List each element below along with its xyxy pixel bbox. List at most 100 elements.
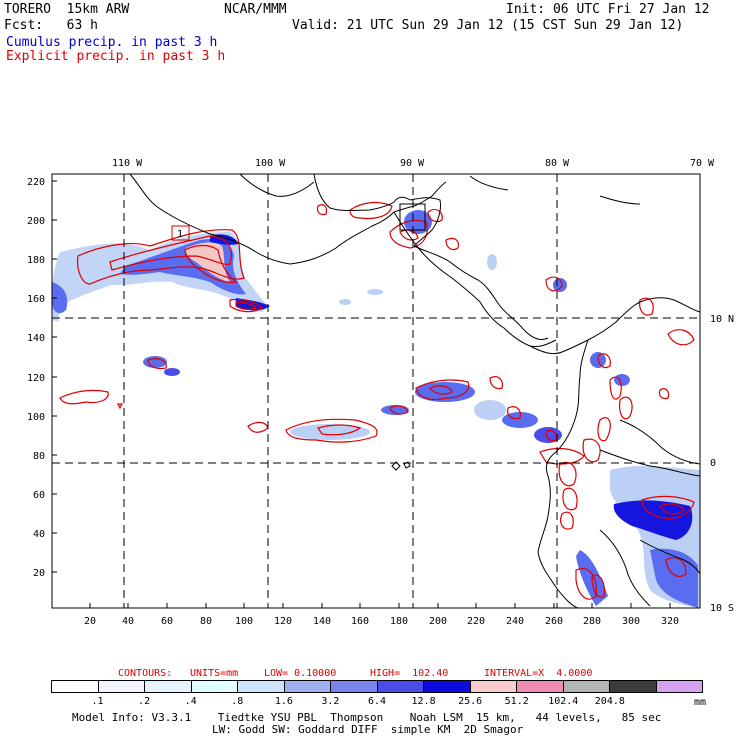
colorbar-cell	[145, 681, 192, 692]
precip-se-south	[650, 548, 698, 608]
precip-blob	[502, 412, 538, 428]
lat-label-10s: 10 S	[710, 603, 734, 614]
left-tick-label: 100	[27, 412, 45, 423]
left-tick-label: 60	[33, 490, 45, 501]
cuba	[469, 175, 509, 191]
colorbar-cell	[52, 681, 99, 692]
contour	[59, 389, 109, 405]
colorbar-label: 25.6	[458, 696, 483, 707]
precip-blob	[367, 289, 383, 295]
contour	[427, 208, 443, 223]
us-border	[239, 173, 315, 197]
bottom-tick-label: 40	[122, 616, 134, 627]
contour	[117, 403, 123, 410]
contour	[247, 421, 269, 433]
colorbar-unit: mm	[694, 697, 707, 708]
colorbar-cell	[470, 681, 517, 692]
colorbar-cell	[610, 681, 657, 692]
lon-label-80w: 80 W	[545, 158, 570, 169]
coast-yucatan	[409, 197, 441, 247]
contour	[597, 417, 611, 442]
colorbar-label: 51.2	[504, 696, 529, 707]
contour	[147, 358, 167, 370]
left-axis: 220 200 180 160 140 120 100 80 60 40 20	[27, 177, 57, 579]
colorbar-label: .2	[138, 696, 151, 707]
bottom-tick-label: 120	[274, 616, 292, 627]
left-tick-label: 220	[27, 177, 45, 188]
contour	[507, 406, 521, 420]
longitude-labels: 110 W 100 W 90 W 80 W 70 W	[112, 158, 715, 169]
coast-colombia-pacific	[537, 339, 589, 609]
contour	[597, 353, 611, 369]
contour	[235, 301, 258, 310]
contours-label: CONTOURS:	[118, 668, 173, 679]
contours-interval: INTERVAL=X 4.0000	[484, 668, 593, 679]
bottom-tick-label: 160	[351, 616, 369, 627]
contour	[539, 447, 585, 465]
contour	[316, 204, 328, 216]
colorbar-labels: .1 .2 .4 .8 1.6 3.2 6.4 12.8 25.6 51.2 102.4 204.8	[51, 696, 703, 708]
colorbar-label: .1	[91, 696, 104, 707]
contour	[445, 237, 459, 251]
contours-units: UNITS=mm	[190, 668, 239, 679]
lon-label-90w: 90 W	[400, 158, 425, 169]
precip-blob	[381, 405, 409, 415]
colorbar-label: 1.6	[274, 696, 293, 707]
lon-label-70w: 70 W	[690, 158, 715, 169]
bottom-tick-label: 100	[235, 616, 253, 627]
colorbar	[51, 680, 703, 693]
contour	[609, 376, 622, 400]
contour	[317, 424, 362, 436]
lat-label-10n: 10 N	[710, 314, 734, 325]
forecast-hour: Fcst: 63 h	[4, 18, 98, 33]
coast-caribbean-side	[413, 245, 549, 341]
precip-se-amazon-core	[613, 500, 693, 540]
bottom-tick-label: 180	[390, 616, 408, 627]
contour	[665, 557, 687, 577]
precip-blob	[164, 368, 180, 376]
colorbar-label: 6.4	[367, 696, 387, 707]
inset-box-1	[171, 225, 190, 241]
colorbar-label: 204.8	[594, 696, 625, 707]
field-explicit-label: Explicit precip. in past 3 h	[6, 49, 226, 64]
coast-gulf	[313, 173, 411, 211]
contour	[349, 201, 393, 220]
colorbar-label: 102.4	[548, 696, 579, 707]
bottom-tick-label: 260	[545, 616, 563, 627]
contour	[591, 574, 605, 598]
organization: NCAR/MMM	[224, 2, 287, 17]
inland-border	[599, 529, 651, 607]
contour	[389, 405, 409, 415]
contour	[429, 385, 453, 395]
bottom-tick-label: 20	[84, 616, 96, 627]
precip-blob	[614, 374, 630, 386]
contour	[575, 568, 597, 600]
lon-label-110w: 110 W	[112, 158, 143, 169]
model-name: TORERO 15km ARW	[4, 2, 130, 17]
left-tick-label: 40	[33, 529, 45, 540]
precip-blob	[534, 427, 562, 443]
contour	[184, 244, 238, 283]
left-tick-label: 80	[33, 451, 45, 462]
contours-legend: CONTOURS: UNITS=mm LOW= 0.10000 HIGH= 10…	[118, 668, 592, 734]
precip-blob	[290, 424, 370, 440]
contours-high: HIGH= 102.40	[370, 668, 449, 679]
contour	[229, 298, 263, 313]
left-tick-label: 180	[27, 255, 45, 266]
precip-west-edge	[52, 282, 68, 314]
latitude-labels: 10 N 0 10 S	[710, 314, 734, 614]
bottom-tick-label: 60	[161, 616, 173, 627]
contour	[641, 495, 695, 519]
contour	[109, 235, 232, 271]
colorbar-label: .8	[231, 696, 244, 707]
coastlines	[129, 173, 701, 609]
init-time: Init: 06 UTC Fri 27 Jan 12	[506, 2, 710, 17]
contour	[659, 503, 685, 515]
colorbar-cell	[517, 681, 564, 692]
colorbar-cell	[284, 681, 331, 692]
explicit-precip-contours	[59, 201, 695, 600]
contour	[562, 487, 578, 511]
colorbar-label: 3.2	[321, 696, 340, 707]
coast-panama	[529, 301, 641, 355]
